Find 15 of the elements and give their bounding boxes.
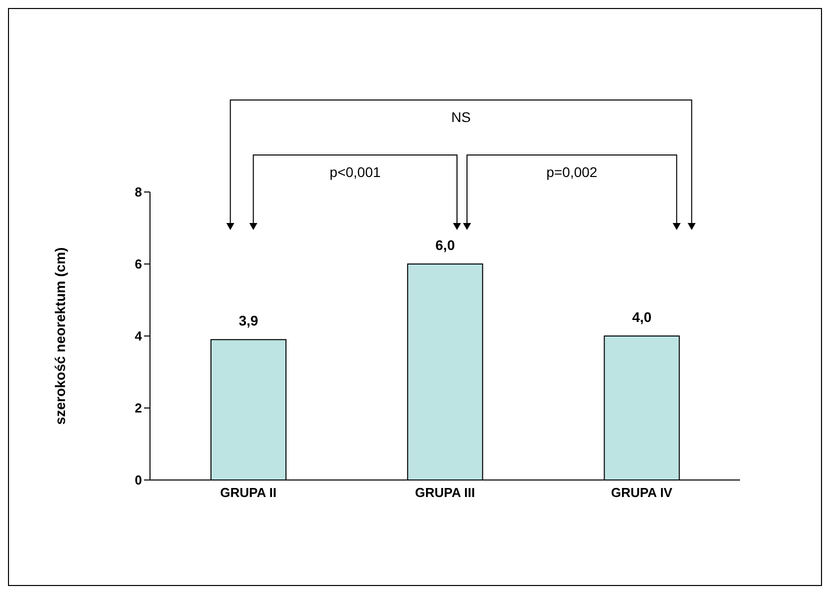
y-tick-label: 8 <box>134 184 142 200</box>
x-tick-label: GRUPA II <box>220 485 277 500</box>
y-axis-title: szerokość neorektum (cm) <box>52 247 68 425</box>
x-tick-label: GRUPA III <box>415 485 475 500</box>
data-label: 6,0 <box>435 237 456 253</box>
text: p=0,002 <box>546 164 598 180</box>
y-tick-label: 0 <box>134 472 142 488</box>
text: NS <box>451 109 471 125</box>
text: p<0,001 <box>330 164 381 180</box>
x-tick-label: GRUPA IV <box>610 485 673 500</box>
y-tick-label: 6 <box>134 256 142 272</box>
y-tick-label: 2 <box>134 400 142 416</box>
data-label: 3,9 <box>238 312 258 329</box>
data-label: 4,0 <box>632 309 652 325</box>
y-tick-label: 4 <box>134 328 143 344</box>
